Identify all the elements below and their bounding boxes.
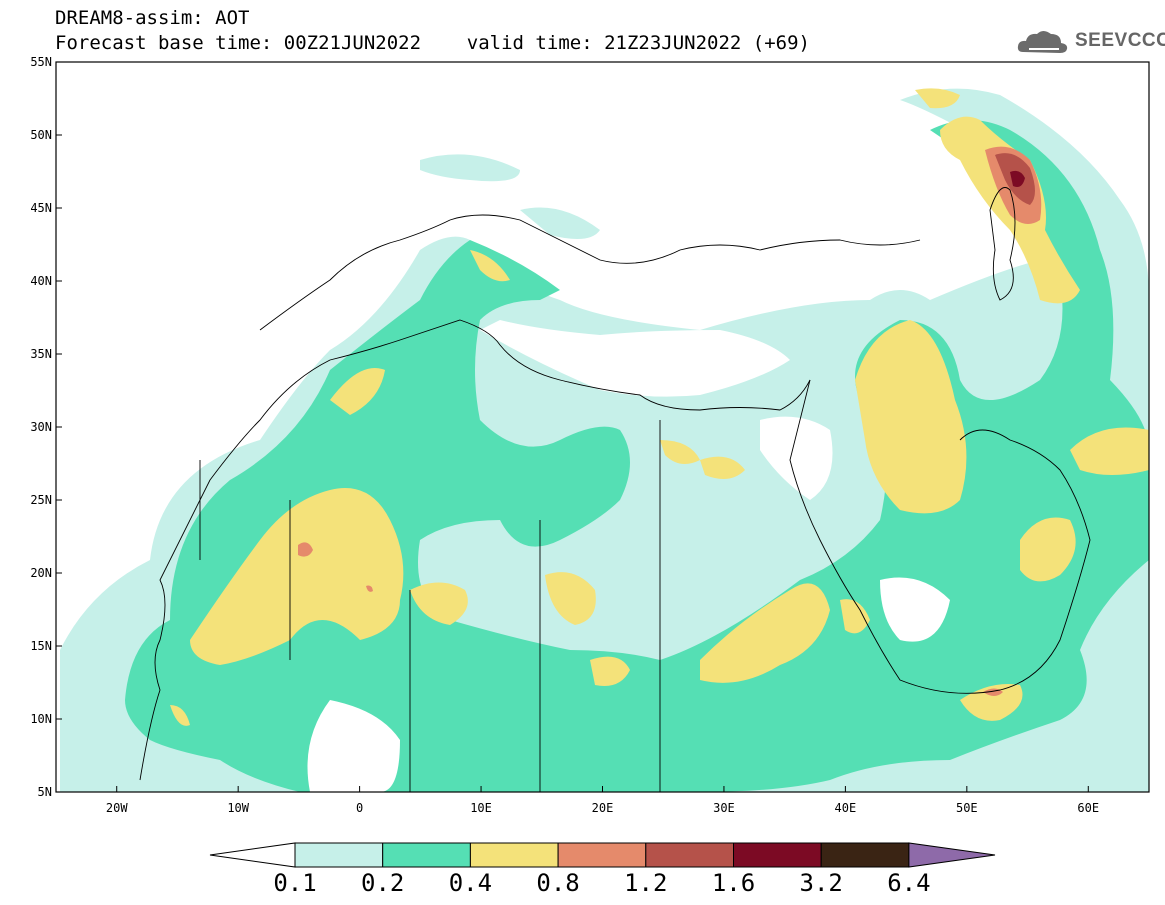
colorbar-label: 3.2 (800, 869, 843, 897)
colorbar-label: 6.4 (887, 869, 930, 897)
lat-label: 35N (30, 347, 52, 361)
cloud-logo-icon (1017, 31, 1068, 53)
colorbar-label: 0.1 (273, 869, 316, 897)
lat-label: 15N (30, 639, 52, 653)
lat-label: 25N (30, 493, 52, 507)
lat-label: 40N (30, 274, 52, 288)
coastlines (139, 214, 1091, 792)
lon-label: 20W (106, 801, 128, 815)
colorbar-box (382, 842, 471, 868)
colorbar-box (645, 842, 734, 868)
lat-label: 55N (30, 55, 52, 69)
colorbar-label: 0.4 (449, 869, 492, 897)
lon-label: 0 (356, 801, 363, 815)
colorbar-box (733, 842, 822, 868)
colorbar-label: 1.6 (712, 869, 755, 897)
forecast-time-line: Forecast base time: 00Z21JUN2022 valid t… (55, 32, 810, 54)
logo-text: SEEVCCC (1075, 30, 1165, 51)
aot-class-1.6-3.2 (1010, 170, 1025, 187)
colorbar-label: 1.2 (624, 869, 667, 897)
colorbar-label: 0.2 (361, 869, 404, 897)
lon-label: 10E (470, 801, 492, 815)
aot-low-areas (307, 320, 950, 792)
colorbar-box (557, 842, 647, 868)
lon-label: 60E (1077, 801, 1099, 815)
colorbar-box (294, 842, 384, 868)
aot-field (56, 62, 1149, 792)
lat-label: 50N (30, 128, 52, 142)
colorbar-label: 0.8 (536, 869, 579, 897)
caspian-sea (989, 187, 1016, 301)
lat-label: 45N (30, 201, 52, 215)
longitude-labels: 20W 10W 0 10E 20E 30E 40E 50E 60E (106, 801, 1099, 815)
chart-title: DREAM8-assim: AOT (55, 7, 250, 29)
colorbar-box (820, 842, 910, 868)
lat-label: 10N (30, 712, 52, 726)
axis-ticks (56, 61, 1089, 793)
lat-label: 30N (30, 420, 52, 434)
colorbar-over-triangle (908, 842, 996, 868)
lon-label: 40E (835, 801, 857, 815)
lat-label: 5N (38, 785, 52, 799)
lon-label: 10W (227, 801, 249, 815)
lon-label: 50E (956, 801, 978, 815)
lon-label: 20E (592, 801, 614, 815)
colorbar-under-triangle (209, 842, 296, 868)
lat-label: 20N (30, 566, 52, 580)
latitude-labels: 55N 50N 45N 40N 35N 30N 25N 20N 15N 10N 5N (30, 55, 52, 799)
colorbar-box (469, 842, 559, 868)
lon-label: 30E (713, 801, 735, 815)
